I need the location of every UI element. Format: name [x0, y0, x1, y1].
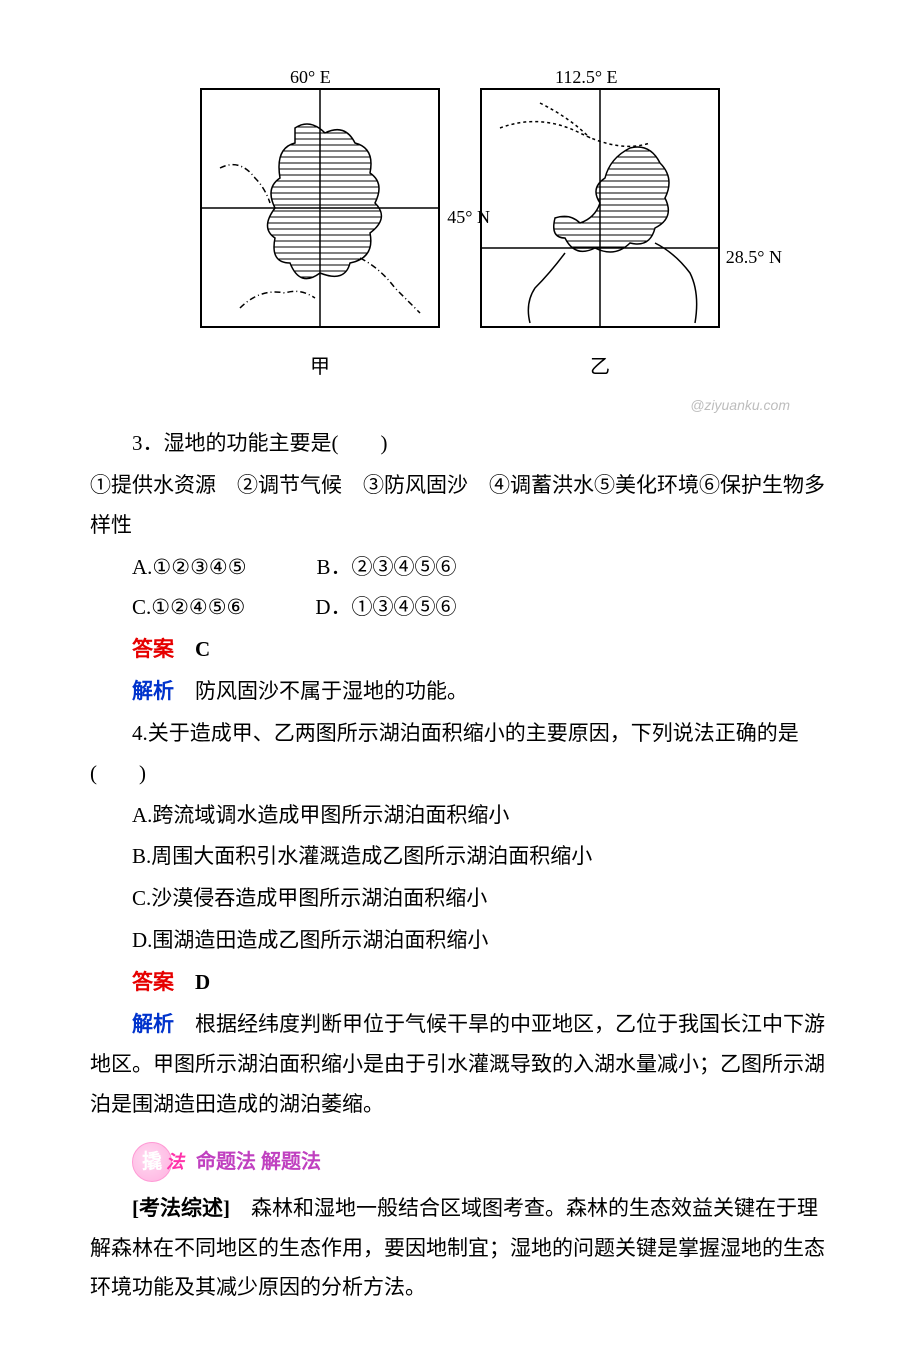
map-right-right-label: 28.5° N — [726, 240, 782, 274]
q3-optA: A.①②③④⑤ — [132, 548, 247, 588]
q4-explain-label: 解析 — [132, 1012, 174, 1036]
map-left-bottom-label: 甲 — [200, 348, 440, 386]
badge-title: 命题法 解题法 — [190, 1141, 327, 1183]
q3-answer-value: C — [195, 637, 210, 661]
q4-answer-value: D — [195, 970, 210, 994]
map-left-top-label: 60° E — [290, 60, 331, 94]
q3-answer: 答案 C — [90, 630, 830, 670]
map-left: 60° E 45° N 甲 — [200, 88, 440, 386]
summary: [考法综述] 森林和湿地一般结合区域图考查。森林的生态效益关键在于理解森林在不同… — [90, 1189, 830, 1309]
q4-optD: D.围湖造田造成乙图所示湖泊面积缩小 — [90, 921, 830, 961]
map-right-bottom-label: 乙 — [480, 348, 720, 386]
page: 60° E 45° N 甲 — [0, 0, 920, 1370]
q3-explain-label: 解析 — [132, 679, 174, 703]
watermark: @ziyuanku.com — [90, 392, 830, 419]
q4-explain: 解析根据经纬度判断甲位于气候干旱的中亚地区，乙位于我国长江中下游地区。甲图所示湖… — [90, 1005, 830, 1125]
map-right: 112.5° E 28.5° N 乙 — [480, 88, 720, 386]
q3-options-row2: C.①②④⑤⑥ D．①③④⑤⑥ — [132, 588, 830, 628]
q3-items: ①提供水资源 ②调节气候 ③防风固沙 ④调蓄洪水⑤美化环境⑥保护生物多样性 — [90, 466, 830, 546]
map-left-svg — [200, 88, 440, 328]
map-right-svg — [480, 88, 720, 328]
q3-optC: C.①②④⑤⑥ — [132, 588, 245, 628]
q3-stem: 3．湿地的功能主要是( ) — [90, 424, 830, 464]
q3-optD: D．①③④⑤⑥ — [315, 588, 456, 628]
q3-explain-text: 防风固沙不属于湿地的功能。 — [195, 679, 468, 703]
map-right-top-label: 112.5° E — [555, 60, 618, 94]
q4-optB: B.周围大面积引水灌溉造成乙图所示湖泊面积缩小 — [90, 837, 830, 877]
badge-suffix: 法 — [166, 1145, 184, 1179]
section-badge: 撬 法 命题法 解题法 — [132, 1141, 830, 1183]
q3-options-row1: A.①②③④⑤ B．②③④⑤⑥ — [132, 548, 830, 588]
q4-explain-text: 根据经纬度判断甲位于气候干旱的中亚地区，乙位于我国长江中下游地区。甲图所示湖泊面… — [90, 1012, 825, 1116]
q4-optC: C.沙漠侵吞造成甲图所示湖泊面积缩小 — [90, 879, 830, 919]
q4-optA: A.跨流域调水造成甲图所示湖泊面积缩小 — [90, 796, 830, 836]
q4-answer: 答案 D — [90, 963, 830, 1003]
summary-label: [考法综述] — [132, 1196, 230, 1220]
q4-answer-label: 答案 — [132, 970, 174, 994]
q4-stem: 4.关于造成甲、乙两图所示湖泊面积缩小的主要原因，下列说法正确的是( ) — [90, 714, 830, 794]
q3-answer-label: 答案 — [132, 637, 174, 661]
q3-optB: B．②③④⑤⑥ — [317, 548, 457, 588]
maps-row: 60° E 45° N 甲 — [90, 60, 830, 386]
q3-explain: 解析防风固沙不属于湿地的功能。 — [90, 672, 830, 712]
